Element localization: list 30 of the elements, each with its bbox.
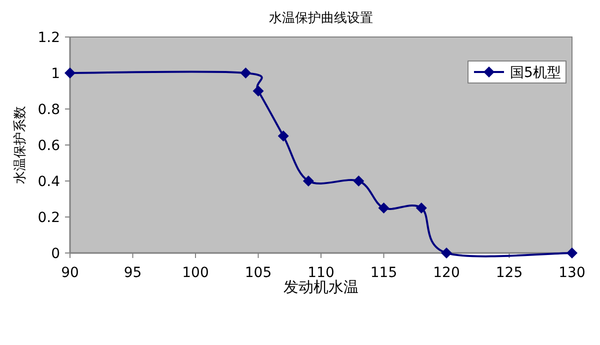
point [252, 86, 264, 96]
x-tick-label: 110 [308, 265, 334, 281]
point [416, 202, 427, 214]
y-tick-label: 1 [51, 66, 60, 82]
point [378, 202, 390, 214]
point [64, 68, 76, 78]
point [353, 176, 364, 186]
chart-title: 水温保护曲线设置 [269, 11, 373, 26]
y-tick-label: 0 [51, 246, 60, 262]
y-axis-title: 水温保护系数 [13, 106, 28, 184]
x-tick-label: 95 [124, 265, 142, 281]
point [278, 130, 289, 142]
x-tick-label: 130 [558, 265, 586, 281]
y-tick-label: 0.4 [38, 174, 60, 190]
point [566, 248, 578, 258]
x-tick-label: 90 [61, 265, 79, 281]
point [302, 176, 314, 186]
legend-label: 国5机型 [510, 65, 561, 81]
x-axis-title: 发动机水温 [284, 278, 358, 296]
y-tick-label: 0.2 [38, 210, 60, 226]
x-tick-label: 105 [244, 265, 272, 281]
x-tick-label: 125 [496, 265, 523, 281]
y-tick-label: 0.6 [38, 138, 60, 154]
x-tick-label: 100 [182, 265, 209, 281]
x-tick-label: 115 [370, 265, 398, 281]
point [441, 248, 452, 258]
x-tick-label: 120 [433, 265, 460, 281]
y-tick-label: 0.8 [38, 102, 60, 118]
y-tick-label: 1.2 [38, 30, 60, 46]
point [240, 68, 252, 78]
